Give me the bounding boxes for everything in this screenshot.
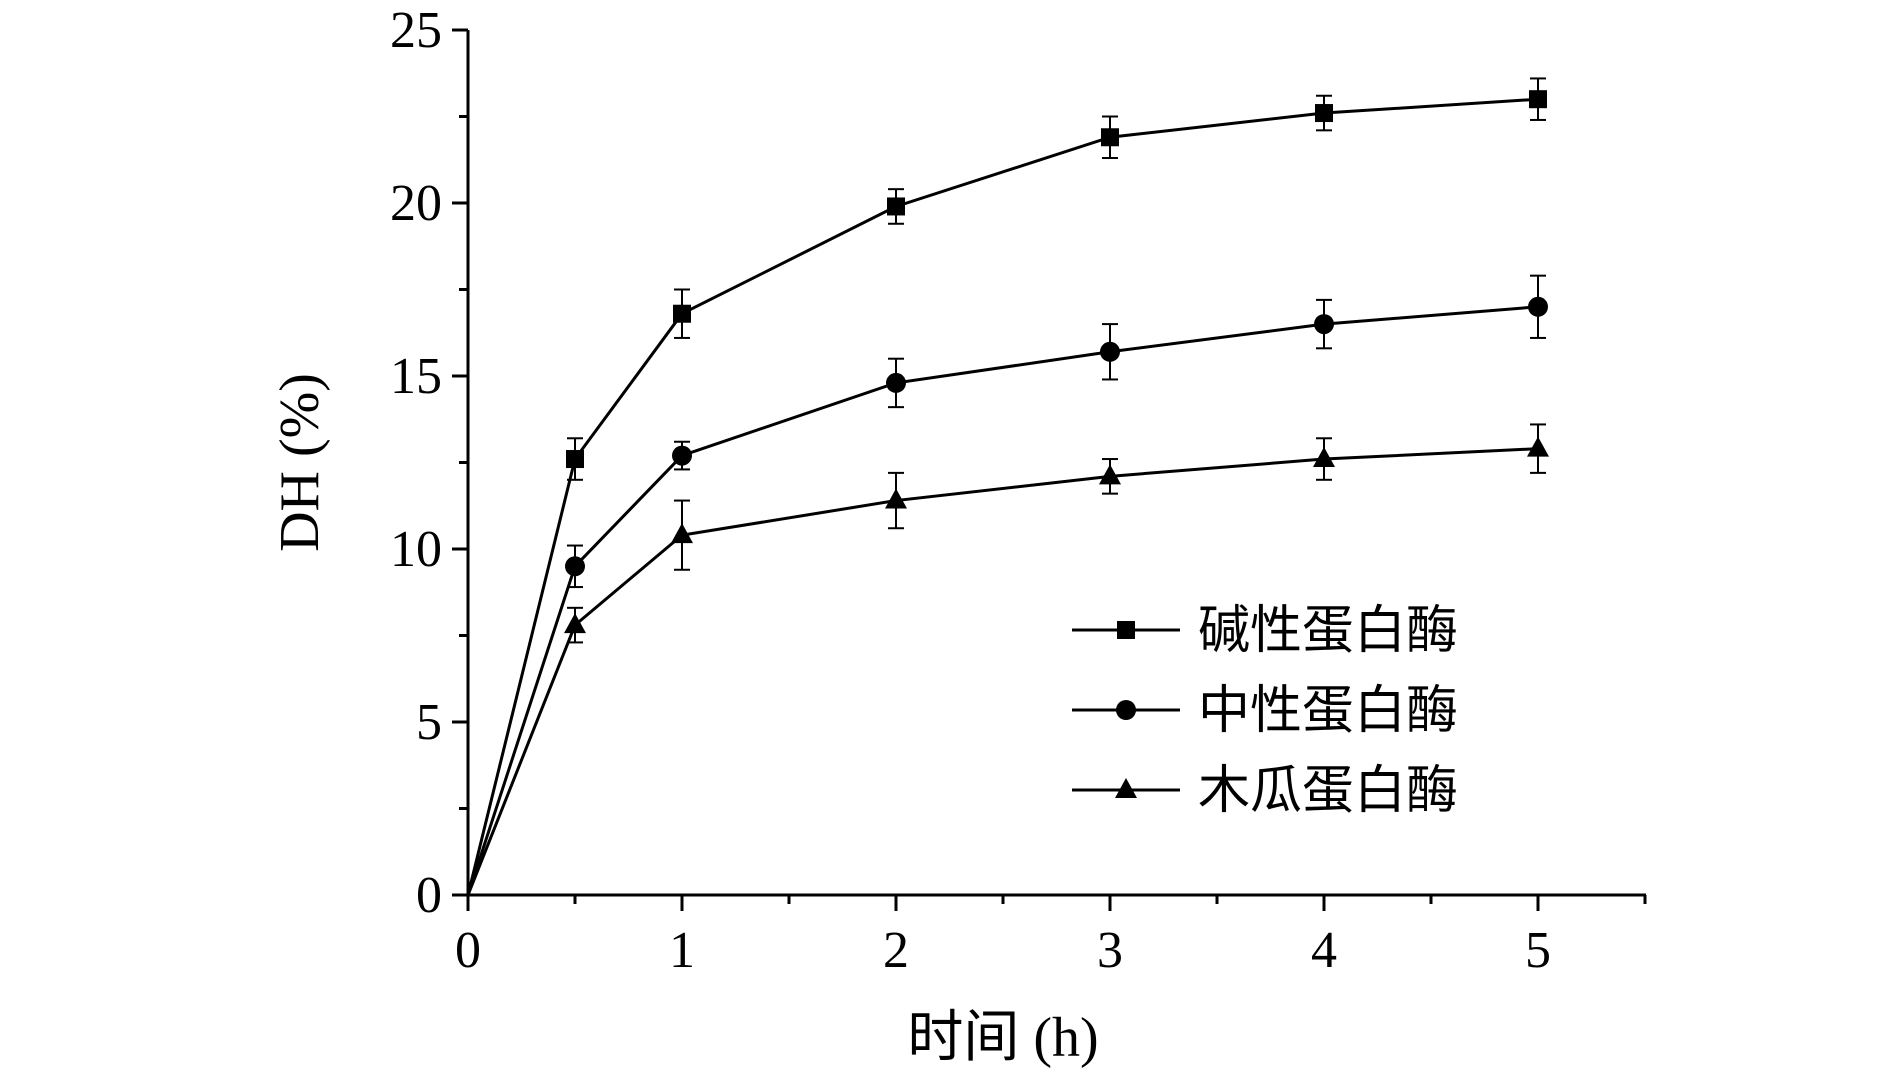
data-point: [887, 197, 905, 216]
y-tick-label: 10: [390, 521, 442, 578]
x-tick-label: 2: [883, 922, 909, 979]
data-point: [1099, 464, 1121, 485]
x-tick-label: 4: [1311, 922, 1337, 979]
series-1: [466, 77, 1547, 896]
y-tick-label: 15: [390, 348, 442, 405]
data-point: [885, 488, 907, 509]
x-tick-label: 0: [455, 922, 481, 979]
series-2: [466, 274, 1548, 896]
legend-marker: [1116, 700, 1136, 720]
legend-item-3: 木瓜蛋白酶: [1072, 761, 1458, 821]
y-tick-label: 20: [390, 175, 442, 232]
legend-marker: [1117, 621, 1135, 639]
data-point: [1529, 90, 1547, 109]
legend-item-2: 中性蛋白酶: [1072, 681, 1458, 741]
series-layer: [466, 77, 1549, 896]
data-point: [1100, 341, 1120, 362]
y-tick-label: 0: [416, 867, 442, 924]
y-tick-label: 25: [390, 2, 442, 59]
data-point: [1101, 128, 1119, 147]
data-point: [672, 445, 692, 466]
axes: 0 5 10 15 20 25 0 1 2 3 4 5: [390, 2, 1647, 979]
y-axis-title: DH (%): [269, 373, 331, 552]
data-point: [564, 613, 586, 634]
data-point: [886, 372, 906, 393]
legend-label: 碱性蛋白酶: [1198, 601, 1458, 661]
x-tick-label: 1: [669, 922, 695, 979]
data-point: [673, 304, 691, 323]
data-point: [1315, 104, 1333, 123]
y-tick-label: 5: [416, 694, 442, 751]
data-point: [1313, 447, 1335, 468]
data-point: [566, 450, 584, 469]
legend-item-1: 碱性蛋白酶: [1072, 601, 1458, 661]
data-point: [1528, 296, 1548, 317]
data-point: [565, 556, 585, 577]
series-3: [466, 423, 1549, 896]
legend-marker: [1115, 778, 1137, 798]
x-tick-label: 3: [1097, 922, 1123, 979]
data-point: [1314, 314, 1334, 335]
series-line: [466, 447, 1539, 896]
data-point: [1527, 436, 1549, 457]
legend-label: 木瓜蛋白酶: [1198, 761, 1458, 821]
x-tick-label: 5: [1525, 922, 1551, 979]
legend-label: 中性蛋白酶: [1198, 681, 1458, 741]
data-point: [671, 523, 693, 544]
x-axis-title: 时间 (h): [907, 1007, 1098, 1069]
